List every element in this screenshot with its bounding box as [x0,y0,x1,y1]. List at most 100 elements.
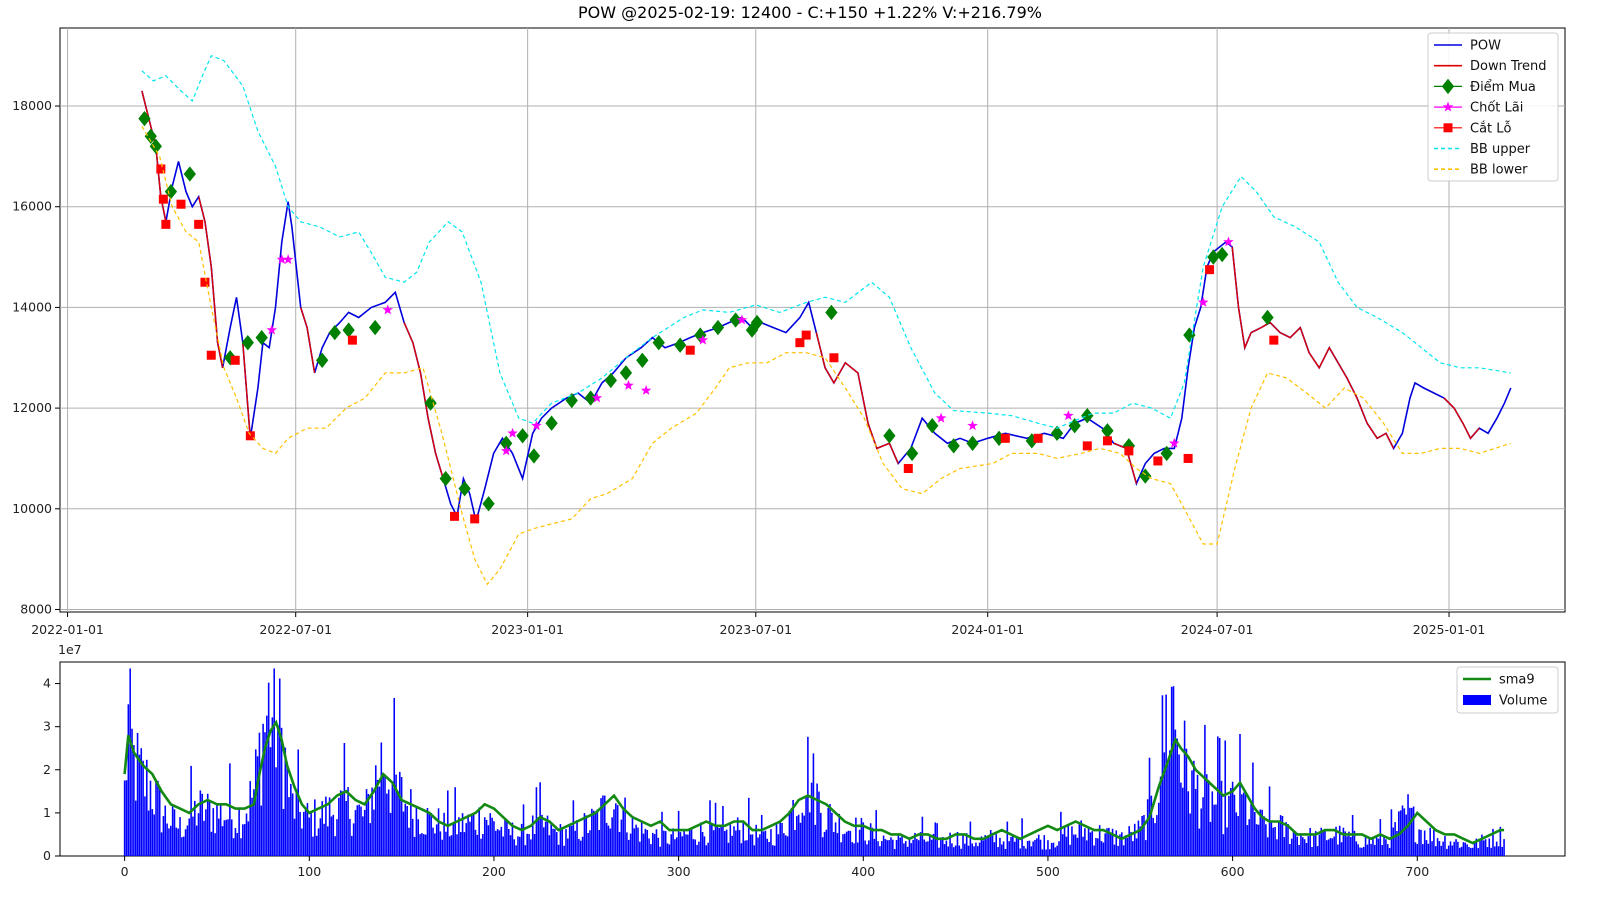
chot-lai-marker [736,314,748,325]
volume-bar [1460,846,1463,856]
volume-bar [768,842,770,856]
volume-bar [428,811,431,856]
volume-bar [962,834,964,856]
volume-bar [413,836,416,856]
volume-bar [1338,825,1341,856]
chot-lai-marker [382,304,393,315]
volume-bar [365,789,368,856]
volume-bar [982,840,985,856]
volume-bar [1320,827,1323,856]
volume-bar [199,790,202,856]
price-x-tick-label: 2024-01-01 [951,622,1024,637]
volume-bar [799,822,802,856]
chot-lai-marker [531,420,542,431]
volume-bar [838,813,841,856]
diem-mua-marker [164,183,178,200]
cat-lo-marker [1205,265,1215,275]
volume-bar [1372,838,1374,856]
volume-bar [1043,835,1046,856]
volume-bar [1231,781,1234,856]
down-trend-segment [815,332,899,464]
diem-mua-marker [1081,407,1094,424]
volume-bar [205,809,207,856]
volume-bar [531,815,534,856]
down-trend-segment [403,322,444,479]
volume-bar [192,816,194,856]
volume-bar [144,796,146,856]
cat-lo-marker [230,355,240,365]
volume-legend-label: Volume [1499,694,1547,709]
volume-bar [1226,827,1228,856]
diem-mua-marker [619,365,633,381]
volume-bar [1425,840,1428,856]
volume-bar [496,829,499,856]
volume-bar [1287,824,1289,856]
volume-bar [666,843,669,856]
volume-bar [1279,815,1282,856]
volume-bar [1215,804,1217,856]
volume-bar [1082,836,1084,856]
volume-bar [1145,840,1147,856]
volume-bar [1314,831,1317,856]
volume-bar [439,831,442,856]
volume-bar [363,809,366,856]
volume-bar [1030,846,1033,856]
volume-bar [234,828,237,856]
diem-mua-legend-label: Điểm Mua [1470,80,1536,95]
volume-bar [214,833,216,856]
volume-bar [334,836,336,856]
volume-bar [978,842,981,856]
volume-bar [574,830,576,856]
down-trend-segment [1443,397,1480,440]
volume-bar [975,842,977,856]
volume-bar [171,805,174,856]
volume-bar [1010,836,1012,856]
volume-bar [1239,734,1241,856]
volume-bar [229,763,231,856]
volume-bar [1420,829,1422,856]
volume-bar [509,835,512,856]
volume-bar [864,840,866,856]
volume-bar [675,837,678,856]
volume-bar [203,820,205,856]
volume-bar [1073,834,1075,856]
volume-bar [1455,839,1457,856]
volume-bar [561,827,564,856]
volume-bar [886,840,889,856]
volume-bar [954,845,957,856]
volume-legend-swatch [1463,695,1491,705]
volume-bar [733,826,735,856]
diem-mua-marker [516,428,529,444]
volume-x-tick-label: 600 [1221,864,1245,879]
volume-bar [347,787,349,856]
volume-bar [245,813,248,856]
volume-bar [679,832,682,856]
volume-bar [1396,831,1398,856]
volume-bar [655,829,658,856]
volume-bar [895,840,898,856]
volume-bar [458,817,460,856]
volume-bar [1326,840,1328,856]
volume-bar [1034,839,1036,856]
volume-bar [1004,849,1007,856]
volume-bar [1139,826,1142,856]
cat-lo-marker [245,431,255,441]
volume-bar [474,829,477,856]
volume-bar [1499,826,1502,856]
volume-bar [1000,844,1003,856]
volume-bar [672,828,674,856]
volume-bar [609,828,612,856]
volume-bar [1324,830,1326,856]
volume-bar [314,799,316,856]
volume-bar [1250,803,1252,856]
volume-bar [818,791,820,856]
volume-bar [160,832,163,856]
volume-bar [659,846,661,856]
volume-bar [1355,841,1358,856]
price-y-tick-label: 8000 [20,601,52,616]
volume-bar [1217,736,1219,856]
volume-bar [338,797,340,856]
volume-bar [1015,836,1018,856]
volume-bar [1170,686,1173,856]
volume-bar [842,834,844,856]
